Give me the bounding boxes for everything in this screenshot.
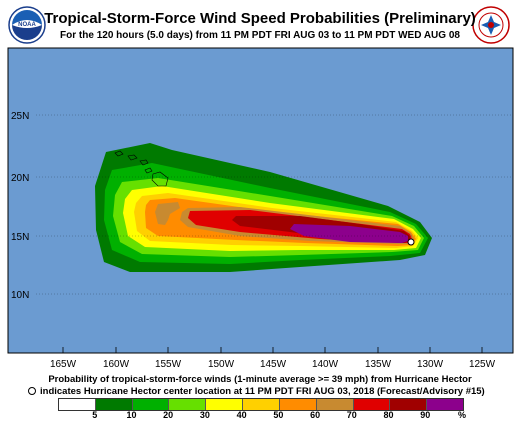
map-title: Tropical-Storm-Force Wind Speed Probabil… [44,10,476,27]
map-subtitle: For the 120 hours (5.0 days) from 11 PM … [60,30,460,41]
legend-swatch [353,399,391,410]
legend-label: 10 [126,410,137,420]
lon-label-135w: 135W [365,359,392,370]
legend-label: 70 [346,410,357,420]
legend-label: 5 [92,410,98,420]
legend-labels: 5 10 20 30 40 50 60 70 80 90% [58,410,478,424]
legend-label: 20 [163,410,174,420]
legend-swatch [243,399,280,410]
lat-label-20n: 20N [11,173,29,184]
lon-label-145w: 145W [260,359,287,370]
lon-label-155w: 155W [155,359,182,370]
legend-swatch [316,399,354,410]
center-circle-icon [28,387,36,396]
lat-label-10n: 10N [11,290,29,301]
legend-color-bar [58,398,464,411]
lon-label-150w: 150W [208,359,235,370]
lon-label-125w: 125W [469,359,496,370]
lon-label-140w: 140W [312,359,339,370]
legend-swatch [169,399,207,410]
lon-label-130w: 130W [417,359,444,370]
probability-contours [95,143,432,272]
lat-label-25n: 25N [11,111,29,122]
legend-swatch [390,399,428,410]
contour-90 [290,224,408,243]
legend-label: 50 [273,410,284,420]
noaa-logo: NOAA [8,6,46,44]
caption-probability: Probability of tropical-storm-force wind… [48,374,472,385]
legend-swatch [59,399,96,410]
longitude-ticks [62,347,483,353]
caption-center-location: indicates Hurricane Hector center locati… [28,386,518,397]
legend-label: 80 [383,410,394,420]
legend-label: 60 [310,410,321,420]
lon-label-165w: 165W [50,359,77,370]
caption-center-text: indicates Hurricane Hector center locati… [40,386,485,397]
lat-label-15n: 15N [11,232,29,243]
legend-swatch [95,399,133,410]
legend-swatch [427,399,463,410]
national-weather-service-logo [472,6,510,44]
legend-label: 40 [236,410,247,420]
svg-text:NOAA: NOAA [18,22,36,28]
legend-swatch [132,399,170,410]
legend-swatch [206,399,244,410]
legend-label: 30 [199,410,210,420]
legend-label: % [457,410,467,420]
hurricane-center-marker [407,238,415,246]
contour-60 [155,202,180,225]
legend-label: 90 [420,410,431,420]
legend-swatch [279,399,317,410]
hawaiian-islands [114,150,169,187]
lon-label-160w: 160W [103,359,130,370]
